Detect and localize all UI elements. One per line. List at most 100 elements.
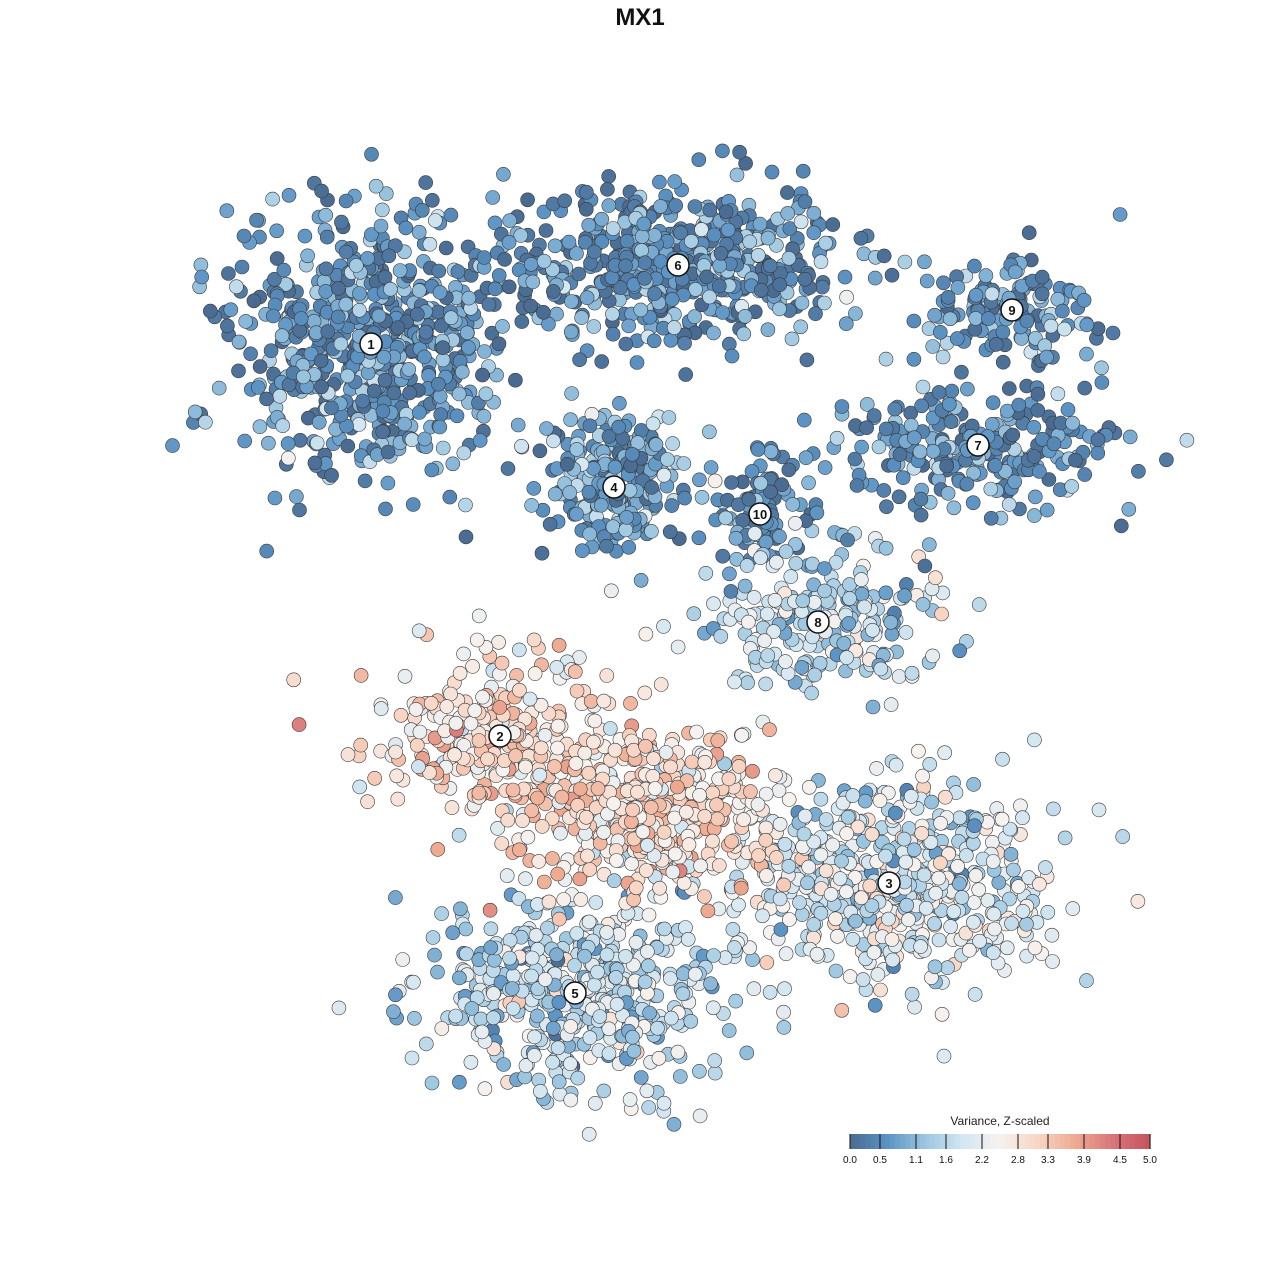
data-point xyxy=(966,777,981,792)
data-point xyxy=(776,1004,791,1020)
data-point xyxy=(433,407,449,423)
data-point xyxy=(967,258,982,274)
data-point xyxy=(568,756,584,771)
data-point xyxy=(1055,303,1070,319)
data-point xyxy=(766,624,782,639)
data-point xyxy=(952,876,967,892)
data-point xyxy=(551,637,567,653)
data-point xyxy=(569,926,585,941)
data-point xyxy=(943,414,959,430)
data-point xyxy=(438,240,454,256)
data-point xyxy=(954,890,970,905)
data-point xyxy=(340,438,356,454)
data-point xyxy=(891,669,907,684)
data-point xyxy=(878,848,893,864)
data-point xyxy=(769,554,784,570)
data-point xyxy=(634,243,649,258)
data-point xyxy=(1013,798,1028,814)
data-point xyxy=(520,829,536,845)
data-point xyxy=(581,484,597,500)
data-point xyxy=(432,389,448,404)
data-point xyxy=(445,456,461,472)
data-point xyxy=(375,403,391,419)
data-point xyxy=(773,922,789,937)
data-point xyxy=(776,877,792,893)
data-point xyxy=(652,174,667,190)
data-point xyxy=(683,234,699,249)
data-point xyxy=(452,665,468,681)
data-point xyxy=(636,216,652,232)
data-point xyxy=(203,303,218,319)
data-point xyxy=(923,834,939,850)
colorbar-segment xyxy=(1050,1134,1056,1149)
data-point xyxy=(932,324,948,340)
data-point xyxy=(647,286,662,301)
data-point xyxy=(718,204,734,220)
data-point xyxy=(594,354,610,369)
data-point xyxy=(353,737,369,753)
colorbar-segment xyxy=(980,1134,986,1149)
data-point xyxy=(806,834,822,850)
data-point xyxy=(220,318,235,334)
data-point xyxy=(971,597,987,612)
data-point xyxy=(758,832,774,848)
data-point xyxy=(771,783,787,798)
data-point xyxy=(313,353,329,369)
data-point xyxy=(687,966,703,982)
data-point xyxy=(994,811,1010,827)
data-point xyxy=(1004,916,1019,931)
data-point xyxy=(458,921,474,937)
data-point xyxy=(927,959,943,975)
data-point xyxy=(864,826,880,842)
data-point xyxy=(841,616,857,631)
data-point xyxy=(340,368,355,384)
colorbar-tick-label: 0.5 xyxy=(873,1155,887,1166)
data-point xyxy=(873,982,888,998)
data-point xyxy=(607,459,623,475)
data-point xyxy=(265,308,281,324)
data-point xyxy=(409,737,425,753)
data-point xyxy=(482,902,498,918)
data-point xyxy=(531,854,547,869)
data-point xyxy=(940,289,956,305)
data-point xyxy=(847,451,863,467)
data-point xyxy=(259,543,275,559)
data-point xyxy=(917,558,933,574)
data-point xyxy=(550,866,566,882)
data-point xyxy=(1079,317,1095,333)
data-point xyxy=(333,336,349,352)
data-point xyxy=(664,292,680,307)
data-point xyxy=(914,398,929,414)
colorbar-tick-label: 3.3 xyxy=(1041,1155,1055,1166)
data-point xyxy=(878,540,894,556)
colorbar-segment xyxy=(975,1134,981,1149)
data-point xyxy=(669,779,685,795)
data-point xyxy=(743,784,758,799)
data-point xyxy=(432,285,448,300)
data-point xyxy=(1019,916,1034,932)
data-point xyxy=(424,462,440,478)
data-point xyxy=(605,519,621,535)
data-point xyxy=(508,748,523,764)
data-point xyxy=(618,336,634,352)
data-point xyxy=(533,697,549,713)
data-point xyxy=(481,297,497,312)
data-point xyxy=(985,854,1001,869)
data-point xyxy=(486,986,501,1001)
data-point xyxy=(376,349,392,365)
data-point xyxy=(798,450,814,466)
cluster-label-badge xyxy=(488,724,512,748)
data-point xyxy=(873,661,889,677)
data-point xyxy=(740,614,756,630)
data-point xyxy=(884,267,900,283)
data-point xyxy=(229,279,244,295)
data-point xyxy=(794,907,810,922)
data-point xyxy=(741,492,757,507)
data-point xyxy=(941,396,957,412)
data-point xyxy=(1077,380,1092,396)
data-point xyxy=(570,1070,586,1086)
data-point xyxy=(746,590,762,605)
colorbar-segment xyxy=(1005,1134,1011,1149)
data-point xyxy=(681,837,697,852)
data-point xyxy=(1076,292,1092,308)
